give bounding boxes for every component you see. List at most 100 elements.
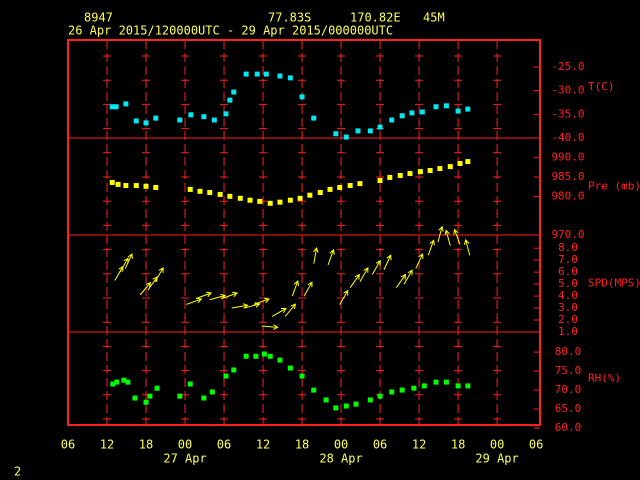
data-point [187, 186, 193, 192]
x-tick-label: 06 [529, 438, 543, 452]
data-point [243, 71, 249, 77]
y-axis-label: Pre (mb) [588, 180, 640, 193]
date-label: 29 Apr [475, 452, 518, 466]
data-point [207, 189, 213, 195]
date-label: 28 Apr [319, 452, 362, 466]
data-point [333, 405, 339, 411]
y-axis-label: SPD(MPS) [588, 277, 640, 290]
x-tick-label: 06 [373, 438, 387, 452]
y-tick-label: 8.0 [558, 241, 578, 254]
data-point [287, 75, 293, 81]
data-point [299, 373, 305, 379]
data-point [387, 174, 393, 180]
data-point [132, 395, 138, 401]
data-point [113, 104, 119, 110]
y-tick-label: 7.0 [558, 253, 578, 266]
data-point [223, 373, 229, 379]
data-point [427, 167, 433, 173]
y-tick-label: -40.0 [551, 131, 584, 144]
footer-number: 2 [14, 465, 21, 479]
y-tick-label: 980.0 [551, 189, 584, 202]
wind-arrow [124, 253, 133, 269]
data-point [243, 353, 249, 359]
data-point [267, 353, 273, 359]
data-point [337, 184, 343, 190]
wind-arrow [253, 297, 270, 305]
data-point [367, 128, 373, 134]
wind-arrow [313, 246, 319, 264]
data-point [231, 89, 237, 95]
data-point [443, 379, 449, 385]
data-point [399, 113, 405, 119]
data-point [177, 117, 183, 123]
data-point [421, 383, 427, 389]
elevation: 45M [423, 11, 445, 25]
data-point [109, 104, 115, 110]
wind-arrow [339, 289, 349, 305]
data-point [367, 397, 373, 403]
data-point [253, 353, 259, 359]
data-point [297, 195, 303, 201]
y-tick-label: 5.0 [558, 277, 578, 290]
data-point [407, 171, 413, 177]
data-point [227, 97, 233, 103]
grid-cross [259, 55, 268, 420]
data-point [209, 389, 215, 395]
data-point [433, 104, 439, 110]
data-point [227, 193, 233, 199]
grid-cross [103, 55, 112, 420]
data-point [143, 399, 149, 405]
data-point [399, 387, 405, 393]
x-tick-label: 18 [295, 438, 309, 452]
data-point [311, 387, 317, 393]
y-tick-label: -25.0 [551, 60, 584, 73]
data-point [343, 134, 349, 140]
y-tick-label: 80.0 [555, 345, 582, 358]
data-point [110, 381, 116, 387]
wind-arrow [427, 239, 435, 256]
data-point [377, 124, 383, 130]
data-point [465, 106, 471, 112]
data-point [455, 383, 461, 389]
data-point [433, 379, 439, 385]
data-point [123, 183, 129, 189]
wind-arrow [349, 273, 360, 288]
data-point [247, 197, 253, 203]
wind-arrow [221, 291, 239, 299]
data-point [397, 172, 403, 178]
y-tick-label: -35.0 [551, 107, 584, 120]
y-tick-label: -30.0 [551, 84, 584, 97]
data-point [327, 186, 333, 192]
grid-cross [298, 55, 307, 420]
data-point [277, 199, 283, 205]
data-point [177, 393, 183, 399]
data-point [287, 197, 293, 203]
y-tick-label: 990.0 [551, 151, 584, 164]
data-point [267, 200, 273, 206]
wind-arrow [209, 293, 227, 301]
data-point [333, 131, 339, 137]
data-point [153, 115, 159, 121]
data-point [465, 383, 471, 389]
y-tick-label: 6.0 [558, 265, 578, 278]
data-point [411, 385, 417, 391]
y-axis-label: T(C) [588, 80, 615, 93]
wind-arrow [327, 248, 335, 266]
data-point [287, 365, 293, 371]
data-point [343, 403, 349, 409]
data-point [437, 166, 443, 172]
data-point [261, 351, 267, 357]
longitude: 170.82E [350, 11, 401, 25]
grid-cross [493, 55, 502, 420]
data-point [299, 94, 305, 100]
wind-arrow [139, 281, 152, 296]
data-point [154, 385, 160, 391]
data-point [211, 117, 217, 123]
grid-cross [142, 55, 151, 420]
time-period: 26 Apr 2015/120000UTC - 29 Apr 2015/0000… [68, 24, 393, 38]
y-tick-label: 75.0 [555, 364, 582, 377]
data-point [143, 120, 149, 126]
data-point [187, 381, 193, 387]
wind-arrow [371, 259, 381, 275]
